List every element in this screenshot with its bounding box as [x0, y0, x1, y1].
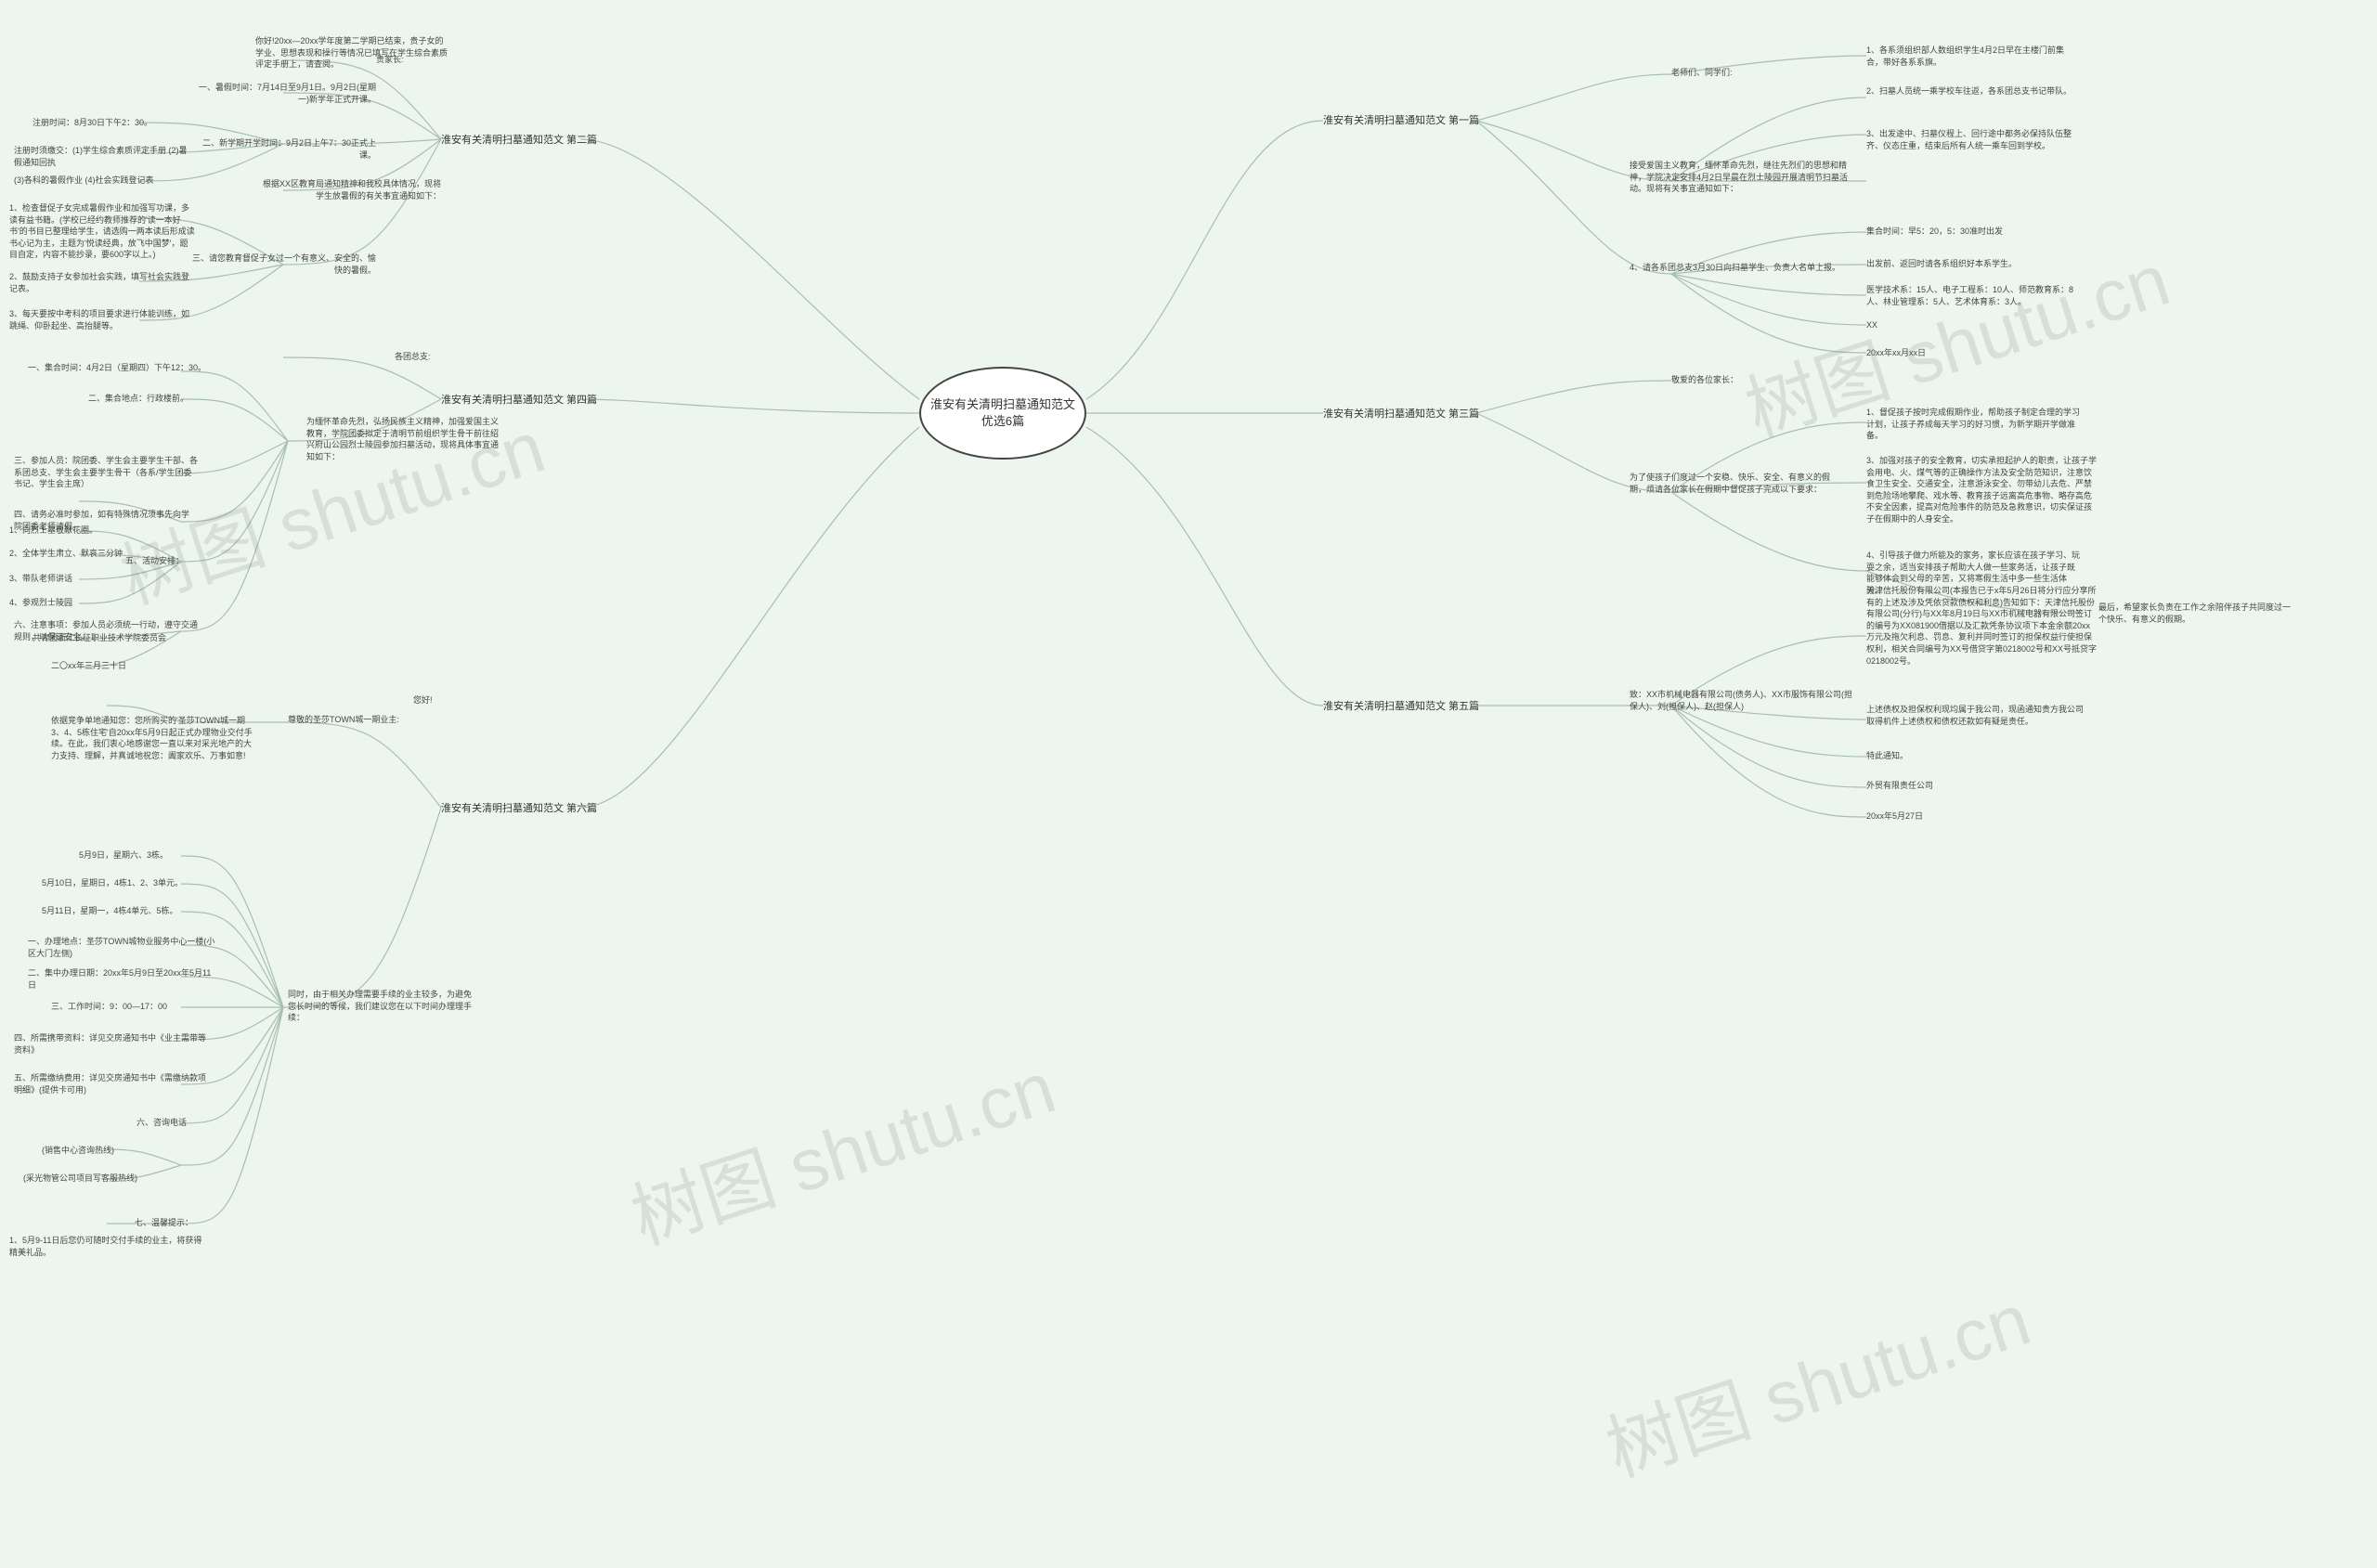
center-title: 淮安有关清明扫墓通知范文优选6篇: [930, 396, 1075, 430]
b5-sub1: 致：XX市机械电器有限公司(债务人)、XX市服饰有限公司(担保人)、刘(担保人)…: [1630, 689, 1852, 712]
b6-l3: 5月9日，星期六、3栋。: [79, 849, 168, 862]
b2-l7: 3、每天要按中考科的项目要求进行体能训练，如跳绳、仰卧起坐、高抬腿等。: [9, 308, 195, 331]
b6-l8: 三、工作时间：9：00—17：00: [51, 1001, 167, 1013]
b6-l12: (采光物管公司项目写客服热线): [23, 1173, 137, 1185]
b6-l9: 四、所需携带资料：详见交房通知书中《业主需带等资料》: [14, 1032, 209, 1056]
b1-sub1: 老师们、同学们:: [1671, 67, 1733, 79]
branch-5-title: 淮安有关清明扫墓通知范文 第五篇: [1323, 699, 1479, 715]
b2-l4: (3)各科的暑假作业 (4)社会实践登记表: [14, 175, 154, 187]
b4-sub1: 各团总支:: [395, 351, 431, 363]
b5-l1: 天津信托股份有限公司(本报告已于x年5月26日将分行应分享所有的上述及涉及凭依贷…: [1866, 585, 2098, 667]
b4-l6: 二〇xx年三月三十日: [51, 660, 126, 672]
b6-l7: 二、集中办理日期：20xx年5月9日至20xx年5月11日: [28, 967, 214, 991]
b5-l2: 上述债权及担保权利现均属于我公司，现函通知贵方我公司取得机件上述债权和债权还款如…: [1866, 704, 2089, 727]
b4-sub2: 为缅怀革命先烈，弘扬民族主义精神，加强爱国主义教育，学院团委拟定于清明节前组织学…: [306, 416, 501, 462]
b4-l3: 3、带队老师讲话: [9, 573, 72, 585]
b6-sub1: 尊敬的圣莎TOWN城一期业主:: [288, 714, 399, 726]
b4-l5: 共青团浙江长征职业技术学院委员会: [32, 632, 166, 644]
b2-sub2: 一、暑假时间：7月14日至9月1日。9月2日(星期一)新学年正式开课。: [190, 82, 376, 105]
b3-sub2: 为了使孩子们度过一个安稳、快乐、安全、有意义的假期，烦请各位家长在假期中督促孩子…: [1630, 472, 1843, 495]
b6-l10: 五、所需缴纳费用：详见交房通知书中《需缴纳款项明细》(提供卡可用): [14, 1072, 209, 1095]
b6-l13: 1、5月9-11日后您仍可随时交付手续的业主，将获得精美礼品。: [9, 1235, 204, 1258]
b4-sub4: 二、集合地点：行政楼前。: [88, 393, 188, 405]
b5-l5: 20xx年5月27日: [1866, 810, 1923, 823]
b3-l2: 3、加强对孩子的安全教育，切实承担起护人的职责，让孩子学会用电、火、煤气等的正确…: [1866, 455, 2098, 525]
b1-l3: 3、出发途中、扫墓仪程上、回行途中都务必保持队伍整齐、仪态庄重，结束后所有人统一…: [1866, 128, 2080, 151]
b1-l5: 出发前、返回时请各系组织好本系学生。: [1866, 258, 2017, 270]
branch-4-title: 淮安有关清明扫墓通知范文 第四篇: [441, 393, 597, 408]
b2-sub3: 二、新学期开学时间：9月2日上午7：30正式上课。: [190, 137, 376, 161]
mindmap-connectors: [0, 0, 2377, 1568]
b2-l2: 注册时间：8月30日下午2：30。: [32, 117, 152, 129]
b6-sub4: 七、温馨提示：: [135, 1217, 193, 1229]
b6-sub2: 同时，由于相关办理需要手续的业主较多，为避免您长时间的等候，我们建议您在以下时间…: [288, 989, 474, 1024]
b4-l4: 4、参观烈士陵园: [9, 597, 72, 609]
watermark: 树图 shutu.cn: [617, 1030, 1066, 1265]
b4-l1: 1、向烈士墓敬献花圈。: [9, 525, 97, 537]
center-node: 淮安有关清明扫墓通知范文优选6篇: [919, 367, 1086, 460]
b4-l2: 2、全体学生肃立、默哀三分钟: [9, 548, 123, 560]
watermark: 树图 shutu.cn: [1591, 1263, 2041, 1497]
branch-2-title: 淮安有关清明扫墓通知范文 第二篇: [441, 133, 597, 149]
b3-sub1: 敬爱的各位家长：: [1671, 374, 1738, 386]
b2-l6: 2、鼓励支持子女参加社会实践，填写社会实践登记表。: [9, 271, 195, 294]
branch-3-title: 淮安有关清明扫墓通知范文 第三篇: [1323, 407, 1479, 422]
b1-sub2: 接受爱国主义教育，缅怀革命先烈，继往先烈们的思想和精神，学院决定安排4月2日早晨…: [1630, 160, 1857, 195]
b3-l1: 1、督促孩子按时完成假期作业，帮助孩子制定合理的学习计划，让孩子养成每天学习的好…: [1866, 407, 2080, 442]
b1-l1: 1、各系须组织部人数组织学生4月2日早在主楼门前集合，带好各系系旗。: [1866, 45, 2080, 68]
b1-l2: 2、扫墓人员统一乘学校车往返，各系团总支书记带队。: [1866, 85, 2072, 97]
b1-sub3: 4、请各系团总支3月30日向扫墓学生、负责人名单上报。: [1630, 262, 1840, 274]
b4-sub7: 五、活动安排：: [125, 555, 184, 567]
b3-l4: 最后，希望家长负责在工作之余陪伴孩子共同度过一个快乐、有意义的假期。: [2098, 602, 2293, 625]
b4-sub3: 一、集合时间：4月2日（星期四）下午12：30。: [28, 362, 206, 374]
b6-l5: 5月11日，星期一，4栋4单元、5栋。: [42, 905, 177, 917]
b6-l4: 5月10日，星期日，4栋1、2、3单元。: [42, 877, 183, 889]
b1-l7: XX: [1866, 319, 1877, 331]
b5-l3: 特此通知。: [1866, 750, 1908, 762]
b6-l2: 依据竞争单地通知您：您所购买的'圣莎TOWN城一期3、4、5栋住宅'自20xx年…: [51, 715, 255, 761]
b2-l5: 1、检查督促子女完成暑假作业和加强写功课，多读有益书籍。(学校已经约教师推荐的'…: [9, 202, 195, 261]
b6-l11: (销售中心咨询热线): [42, 1145, 114, 1157]
b6-l6: 一、办理地点：圣莎TOWN城物业服务中心一楼(小区大门左侧): [28, 936, 223, 959]
b4-sub5: 三、参加人员：院团委、学生会主要学生干部、各系团总支、学生会主要学生骨干（各系/…: [14, 455, 200, 490]
b6-sub3: 六、咨询电话: [136, 1117, 187, 1129]
b2-l1: 你好!20xx—20xx学年度第二学期已结束，贵子女的学业、思想表现和操行等情况…: [255, 35, 450, 71]
b6-l1: 您好!: [413, 694, 433, 706]
branch-6-title: 淮安有关清明扫墓通知范文 第六篇: [441, 801, 597, 817]
b2-l3: 注册时须缴交：(1)学生综合素质评定手册 (2)暑假通知回执: [14, 145, 190, 168]
b1-l4: 集合时间：早5：20，5：30准时出发: [1866, 226, 2003, 238]
b5-l4: 外贸有限责任公司: [1866, 780, 1933, 792]
b1-l8: 20xx年xx月xx日: [1866, 347, 1926, 359]
b1-l6: 医学技术系：15人、电子工程系：10人、师范教育系：8人、林业管理系：5人、艺术…: [1866, 284, 2080, 307]
branch-1-title: 淮安有关清明扫墓通知范文 第一篇: [1323, 113, 1479, 129]
b2-sub5: 三、请您教育督促子女过一个有意义、安全的、愉快的暑假。: [190, 253, 376, 276]
b2-sub4: 根据XX区教育局通知精神和我校具体情况，现将学生放暑假的有关事宜通知如下：: [255, 178, 441, 201]
